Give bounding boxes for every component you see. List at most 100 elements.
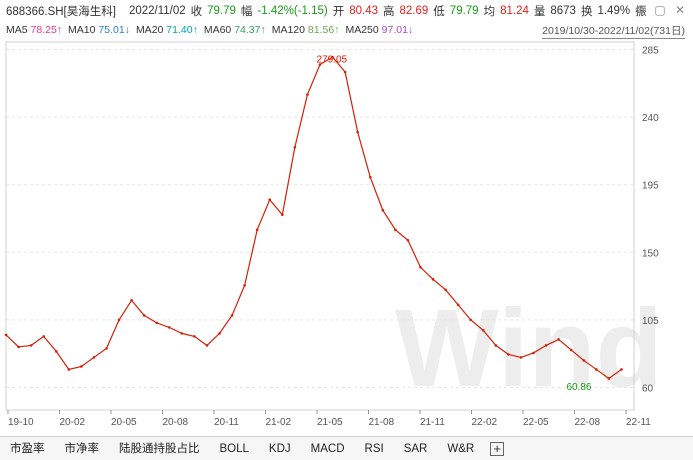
add-indicator-button[interactable]: +	[490, 441, 505, 456]
x-tick-label: 20-11	[214, 417, 239, 428]
price-point	[381, 208, 385, 212]
price-point	[218, 332, 221, 335]
price-point	[142, 314, 146, 317]
price-point	[130, 299, 133, 302]
price-point	[306, 93, 309, 96]
plot-frame	[5, 41, 635, 411]
close-label: 收	[190, 6, 203, 18]
price-point	[80, 365, 83, 368]
price-point	[155, 321, 159, 325]
price-point	[456, 303, 460, 307]
price-point	[356, 130, 359, 134]
price-point	[42, 335, 45, 338]
x-tick-label: 20-08	[163, 417, 189, 428]
tab-rsi[interactable]: RSI	[364, 442, 384, 455]
x-tick-label: 20-05	[111, 417, 137, 428]
top-icons: ⚙ ▢ ✕	[633, 3, 687, 17]
tab-pb[interactable]: 市净率	[64, 442, 100, 455]
price-point	[620, 368, 623, 371]
price-point	[331, 55, 334, 59]
price-chart[interactable]: Wind 285 240 195 150 105 60 19-10 20-02 20-05 20-0…	[0, 38, 693, 434]
y-tick-label: 195	[642, 181, 659, 192]
tab-pe[interactable]: 市盈率	[10, 442, 45, 455]
stock-code-name: 688366.SH[昊海生科]	[6, 6, 116, 18]
ma20-item: MA20 71.40↑	[135, 24, 198, 36]
price-point	[318, 63, 322, 66]
y-tick-label: 105	[642, 316, 659, 327]
quote-date: 2022/11/02	[128, 5, 186, 17]
x-tick-label: 21-11	[420, 417, 445, 428]
amplitude-label: 振	[635, 6, 647, 18]
price-point	[281, 213, 284, 217]
price-point	[4, 333, 8, 337]
quote-bar: 688366.SH[昊海生科] 2022/11/02 收 79.79 幅 -1.…	[0, 0, 693, 22]
price-point	[193, 335, 196, 338]
ma10-item: MA10 75.01↓	[68, 24, 130, 36]
open-label: 开	[332, 6, 345, 18]
turnover-label: 换	[580, 6, 593, 18]
price-point	[494, 344, 498, 347]
price-line	[5, 56, 622, 380]
price-point	[544, 344, 548, 347]
price-point	[582, 359, 586, 362]
low-value: 79.79	[449, 5, 479, 17]
change-value: -1.42%(-1.15)	[257, 5, 328, 17]
screenshot-icon[interactable]: ▢	[654, 3, 666, 17]
watermark: Wind	[395, 287, 663, 410]
price-point	[29, 344, 33, 347]
low-label: 低	[433, 6, 445, 18]
price-point	[507, 353, 510, 356]
tab-northbound-holding[interactable]: 陆股通持股占比	[119, 442, 200, 455]
price-point	[255, 228, 259, 232]
avg-label: 均	[483, 6, 496, 18]
extreme-annotation: 60.86	[566, 382, 591, 393]
y-tick-label: 285	[642, 46, 659, 57]
x-tick-label: 20-02	[60, 417, 86, 428]
open-value: 80.43	[349, 5, 379, 17]
indicator-tabs: 市盈率 市净率 陆股通持股占比 BOLL KDJ MACD RSI SAR W&…	[0, 436, 693, 460]
tab-macd[interactable]: MACD	[310, 442, 345, 455]
y-tick-label: 240	[642, 113, 659, 124]
price-point	[607, 377, 611, 380]
tab-wr[interactable]: W&R	[447, 442, 475, 455]
date-range-label[interactable]: 2019/10/30-2022/11/02(731日)	[542, 25, 685, 39]
x-tick-label: 22-02	[472, 417, 498, 428]
price-point	[117, 318, 121, 322]
price-point	[92, 356, 96, 359]
price-point	[293, 145, 297, 149]
price-point	[481, 329, 485, 332]
ma60-item: MA60 74.37↑	[203, 24, 266, 36]
price-point	[17, 345, 20, 349]
price-point	[167, 326, 171, 329]
gear-icon[interactable]: ⚙	[634, 3, 646, 17]
x-tick-label: 22-11	[626, 417, 651, 428]
price-point	[557, 338, 560, 341]
x-tick-label: 19-10	[8, 417, 34, 428]
price-point	[569, 348, 573, 352]
vol-label: 量	[533, 6, 546, 18]
high-label: 高	[383, 6, 395, 18]
close-icon[interactable]: ✕	[674, 3, 686, 17]
tab-sar[interactable]: SAR	[403, 442, 428, 455]
close-value: 79.79	[207, 5, 236, 17]
price-point	[431, 278, 435, 281]
high-value: 82.69	[399, 5, 429, 17]
avg-value: 81.24	[500, 5, 529, 17]
ma5-item: MA5 78.25↑	[6, 24, 63, 36]
x-tick-label: 22-05	[523, 417, 549, 428]
y-tick-label: 60	[642, 383, 654, 394]
ma120-item: MA120 81.56↑	[271, 24, 340, 36]
tab-boll[interactable]: BOLL	[219, 442, 249, 455]
tab-kdj[interactable]: KDJ	[268, 442, 291, 455]
turnover-value: 1.49%	[597, 5, 631, 17]
x-tick-label: 21-02	[266, 417, 292, 428]
price-point	[180, 332, 184, 335]
price-point	[67, 368, 71, 371]
change-label: 幅	[240, 6, 253, 18]
price-point	[368, 175, 372, 179]
price-point	[105, 347, 108, 350]
price-point	[343, 70, 347, 74]
price-point	[230, 314, 234, 317]
ma-legend: MA5 78.25↑ MA10 75.01↓ MA20 71.40↑ MA60 …	[0, 22, 693, 38]
price-point	[595, 368, 598, 371]
